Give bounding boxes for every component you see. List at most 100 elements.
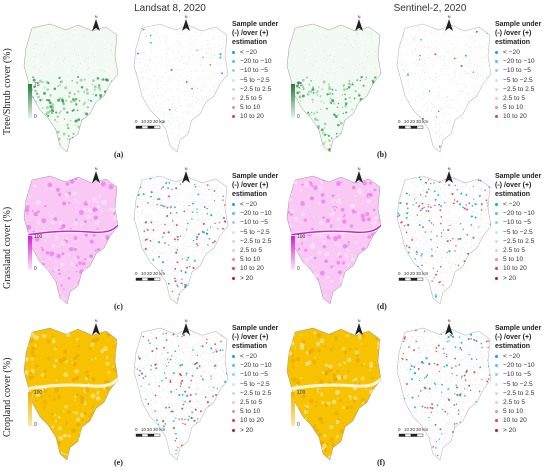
north-label: N [95, 318, 98, 323]
legend-dot-icon [495, 115, 498, 119]
scale-label: 20 [147, 427, 153, 432]
legend-label: −20 to −10 [503, 210, 535, 218]
legend-item: −20 to −10 [232, 361, 272, 370]
legend-item: 5 to 10 [495, 407, 535, 416]
scale-label: 20 [147, 271, 153, 276]
legend-item: 5 to 10 [495, 103, 535, 112]
legend-label: −2.5 to 2.5 [503, 389, 535, 397]
legend-label: −10 to −5 [503, 371, 531, 379]
legend-label: −10 to −5 [240, 219, 268, 227]
north-label: N [448, 14, 451, 19]
map-outline [133, 23, 229, 153]
legend-label: −2.5 to 2.5 [240, 237, 272, 245]
scale-label: 20 [410, 271, 416, 276]
panel-caption: (c) [114, 302, 123, 311]
legend-label: 5 to 10 [503, 104, 524, 112]
legend-label: > 20 [503, 274, 517, 282]
north-arrow-icon: N [355, 14, 363, 31]
legend-label: 10 to 20 [503, 265, 527, 273]
value-map-tree [286, 23, 382, 153]
legend-title-line: Sample under [495, 325, 542, 332]
legend-label: −20 to −10 [240, 58, 272, 66]
colorbar-tree [291, 84, 295, 118]
legend-dot-icon [495, 87, 498, 91]
legend-item: > 20 [232, 274, 272, 283]
legend-list: < −20 −20 to −10 −10 to −5 −5 to −2.5 −2.5 t… [232, 48, 272, 122]
legend-label: 10 to 20 [240, 265, 264, 273]
legend-dot-icon [495, 51, 498, 55]
legend-dot-icon [232, 97, 235, 101]
map-outline [286, 23, 382, 153]
legend-label: −5 to −2.5 [240, 228, 270, 236]
north-arrow-icon: N [92, 14, 100, 31]
legend-dot-icon [495, 249, 498, 253]
north-arrow-shape [445, 171, 453, 183]
legend-label: −2.5 to 2.5 [503, 237, 535, 245]
north-arrow-shape [445, 323, 453, 335]
value-map-tree [23, 23, 119, 153]
river-line [287, 223, 381, 237]
panel-caption: (a) [114, 150, 124, 159]
colorbar-min-label: 0 [297, 114, 300, 120]
legend-dot-icon [495, 221, 498, 225]
scale-bar [398, 125, 424, 129]
legend-item: −5 to −2.5 [232, 228, 272, 237]
legend-item: −10 to −5 [232, 218, 272, 227]
legend-dot-icon [232, 60, 235, 64]
legend-dot-icon [495, 230, 498, 234]
colorbar-min-label: 0 [34, 422, 37, 428]
north-arrow-icon: N [445, 14, 453, 31]
scale-label: 20 [410, 119, 416, 124]
legend-label: < −20 [240, 201, 257, 209]
legend-dot-icon [232, 51, 235, 55]
legend-dot-icon [232, 428, 235, 432]
legend-title-line: (-) /over (+) [495, 334, 532, 341]
legend-dot-icon [495, 410, 498, 414]
river-line [24, 376, 118, 392]
legend-dot-icon [232, 203, 235, 207]
legend-title-line: Sample under [495, 173, 542, 180]
colorbar-grass [291, 236, 295, 270]
scale-label: 20 [147, 119, 153, 124]
legend-dot-icon [232, 87, 235, 91]
legend-dot-icon [232, 276, 235, 280]
legend-dot-icon [495, 78, 498, 82]
legend-label: > 20 [503, 426, 517, 434]
north-label: N [185, 166, 188, 171]
scale-label: 0 [135, 427, 138, 432]
scale-label: 0 [135, 119, 138, 124]
map-outline [133, 175, 229, 305]
colorbar-min-label: 0 [297, 266, 300, 272]
legend-dot-icon [495, 382, 498, 386]
map-outline [396, 23, 492, 153]
legend-dot-icon [495, 60, 498, 64]
north-arrow-shape [355, 171, 363, 183]
legend-dot-icon [232, 249, 235, 253]
row-title-grass: Grassland cover (%) [2, 206, 13, 290]
legend-item: 10 to 20 [232, 416, 272, 425]
legend-item: < −20 [232, 48, 272, 57]
colorbar-min-label: 0 [34, 114, 37, 120]
scale-bar [135, 277, 161, 281]
north-label: N [95, 14, 98, 19]
legend-dot-icon [232, 78, 235, 82]
scale-label: 10 [141, 271, 147, 276]
legend-label: < −20 [503, 49, 520, 57]
legend-label: 2.5 to 5 [240, 95, 262, 103]
map-outline [23, 327, 119, 461]
legend-title-line: Sample under [232, 325, 279, 332]
panel-caption: (f) [377, 458, 385, 467]
north-arrow-shape [92, 171, 100, 183]
legend-item: −2.5 to 2.5 [232, 389, 272, 398]
north-arrow-shape [355, 323, 363, 335]
legend-item: 2.5 to 5 [232, 398, 272, 407]
legend-label: > 20 [240, 274, 254, 282]
north-arrow-shape [182, 323, 190, 335]
legend-title-line: (-) /over (+) [232, 334, 269, 341]
legend-dot-icon [232, 267, 235, 271]
map-outline [23, 23, 119, 153]
panel-caption: (d) [377, 302, 387, 311]
error-map [133, 175, 229, 305]
legend-item: < −20 [232, 200, 272, 209]
